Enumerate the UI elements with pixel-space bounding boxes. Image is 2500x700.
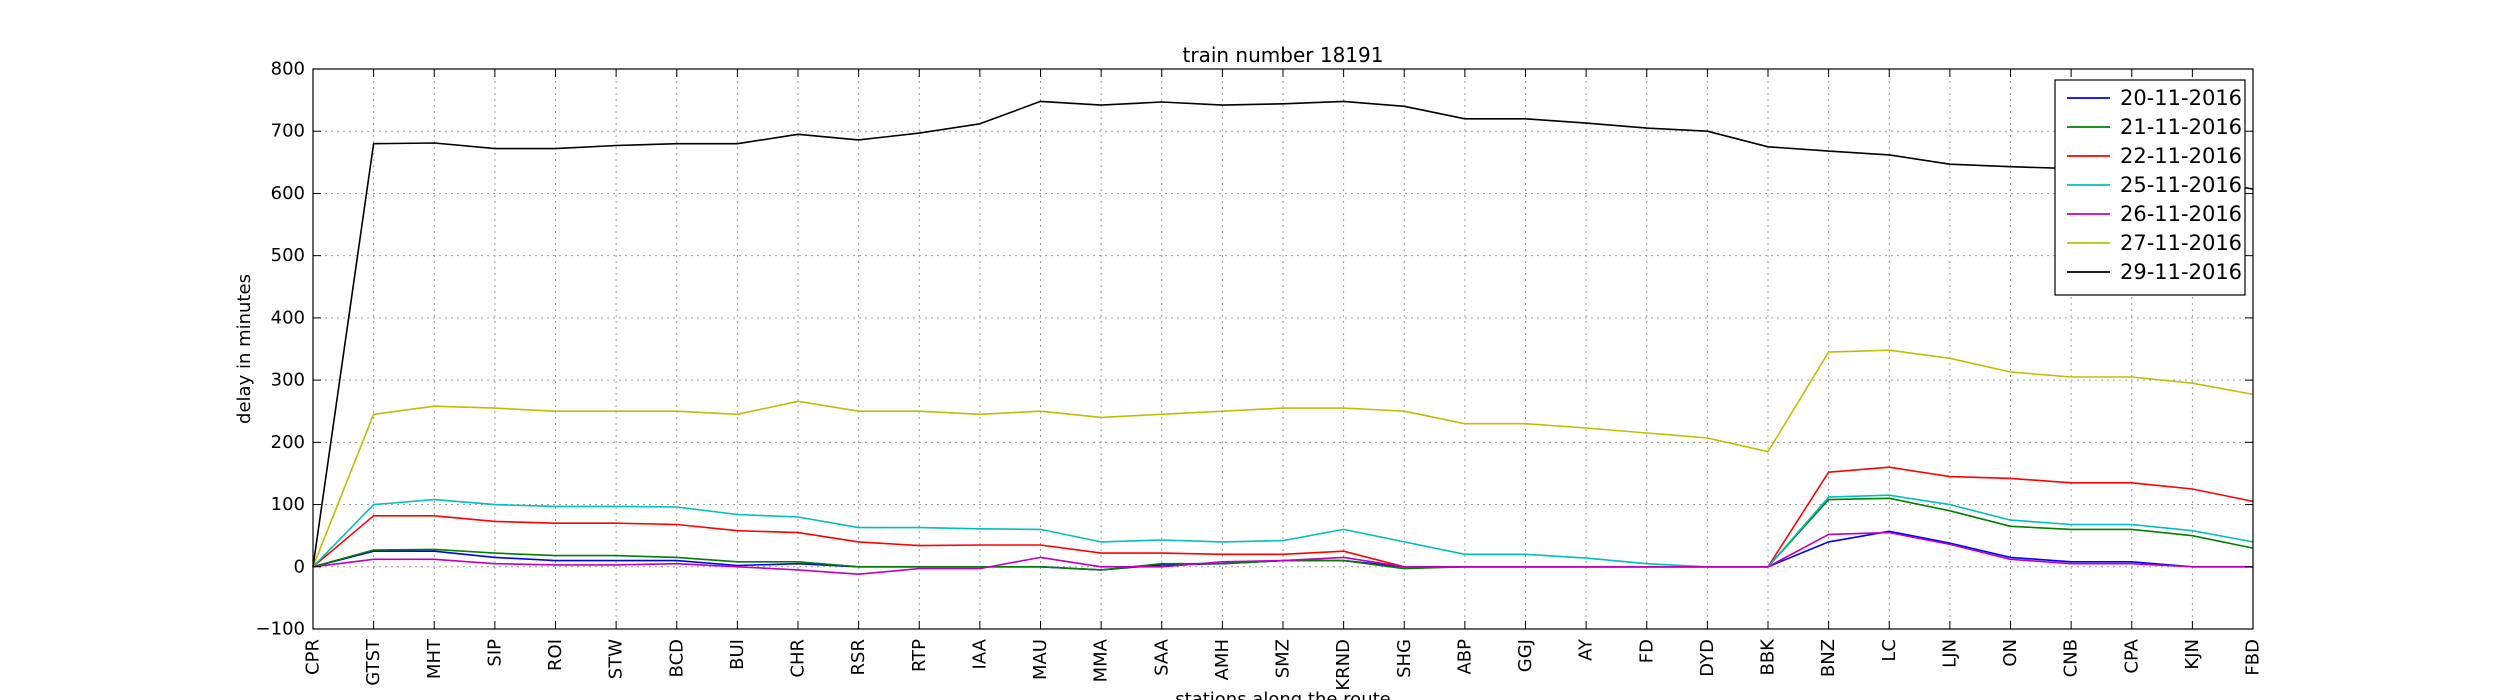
x-tick-label: GTST [363,638,384,686]
x-tick-label: BBK [1758,638,1779,676]
x-tick-label: AMH [1212,639,1233,680]
x-tick-label: MMA [1091,638,1112,682]
y-tick-label: 0 [294,556,305,577]
legend-label: 22-11-2016 [2120,144,2242,168]
x-tick-label: BNZ [1818,639,1839,677]
series-line [312,349,2254,568]
y-tick-label: 600 [271,183,305,204]
series-lines [312,100,2254,576]
x-tick-label: CPA [2121,638,2142,673]
x-axis-label: stations along the route [1175,689,1390,700]
legend-box [2054,79,2246,296]
y-axis-label: delay in minutes [234,274,255,424]
x-tick-label: MAU [1030,639,1051,680]
chart-title: train number 18191 [1183,43,1384,67]
x-tick-label: RTP [909,639,930,672]
x-tick-label: DYD [1697,639,1718,677]
legend: 20-11-2016 21-11-2016 22-11-2016 25-11-2016… [2054,79,2246,296]
grid-lines [312,68,2254,630]
x-tick-label: CHR [788,639,809,678]
x-tick-label: SMZ [1273,639,1294,678]
x-tick-label: IAA [969,638,990,669]
y-tick-label: −100 [256,619,305,640]
y-tick-label: 100 [271,494,305,515]
legend-label: 25-11-2016 [2120,173,2242,197]
axis-ticks: CPR GTST MHT SIP ROI STW BCD BUI CHR RSR RTP IAA MAU… [256,59,2264,691]
x-tick-label: CNB [2061,639,2082,677]
x-tick-label: STW [606,639,627,679]
x-tick-label: GGJ [1515,639,1536,672]
legend-label: 27-11-2016 [2120,231,2242,255]
x-tick-label: BUI [727,639,748,670]
x-tick-label: BCD [666,639,687,677]
series-line [312,531,2253,576]
x-tick-label: SIP [484,639,505,667]
x-tick-label: SHG [1394,639,1415,678]
series-line [312,466,2254,568]
x-tick-label: ROI [545,639,566,671]
x-tick-label: KRND [1333,639,1354,691]
x-tick-label: MHT [424,638,445,679]
series-line [312,100,2254,567]
x-tick-label: FD [1636,639,1657,663]
x-tick-label: RSR [848,639,869,675]
y-tick-label: 200 [271,432,305,453]
y-tick-label: 700 [271,121,305,142]
x-tick-label: ABP [1454,639,1475,675]
x-tick-label: ON [2000,639,2021,667]
y-tick-label: 400 [271,307,305,328]
y-tick-label: 800 [271,59,305,80]
legend-label: 20-11-2016 [2120,86,2242,110]
x-tick-label: LJN [1939,639,1960,668]
x-tick-label: KJN [2182,639,2203,670]
y-tick-label: 500 [271,245,305,266]
x-tick-label: CPR [303,639,324,675]
legend-label: 26-11-2016 [2120,202,2242,226]
y-tick-label: 300 [271,370,305,391]
legend-label: 29-11-2016 [2120,260,2242,284]
series-line [312,497,2254,571]
x-tick-label: FBD [2243,639,2264,676]
series-line [312,494,2254,568]
x-tick-label: AY [1576,638,1597,661]
x-tick-label: LC [1879,639,1900,662]
x-tick-label: SAA [1151,638,1172,676]
legend-label: 21-11-2016 [2120,115,2242,139]
